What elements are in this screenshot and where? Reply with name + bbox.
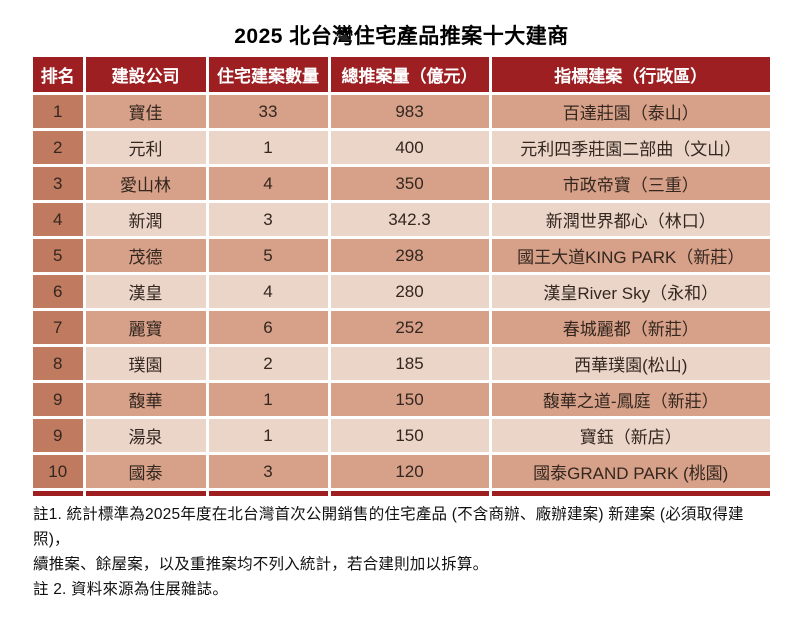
company-cell: 寶佳	[82, 92, 209, 131]
bottom-border-segment	[327, 488, 492, 496]
count-cell: 3	[205, 200, 331, 239]
volume-cell: 350	[327, 164, 492, 203]
rank-cell: 3	[33, 164, 86, 203]
bottom-border-segment	[205, 488, 331, 496]
bottom-border-segment	[33, 488, 86, 496]
volume-cell: 400	[327, 128, 492, 167]
page-title: 2025 北台灣住宅產品推案十大建商	[234, 25, 569, 48]
table-row: 10 國泰 3 120 國泰GRAND PARK (桃園)	[33, 452, 770, 491]
company-cell: 麗寶	[82, 308, 209, 347]
count-cell: 1	[205, 380, 331, 419]
volume-cell: 150	[327, 380, 492, 419]
footnote-line: 註 2. 資料來源為住展雜誌。	[33, 581, 229, 598]
volume-cell: 280	[327, 272, 492, 311]
rank-cell: 2	[33, 128, 86, 167]
rank-cell: 9	[33, 380, 86, 419]
count-cell: 5	[205, 236, 331, 275]
rank-cell: 6	[33, 272, 86, 311]
table-row: 5 茂德 5 298 國王大道KING PARK（新莊）	[33, 236, 770, 275]
volume-cell: 150	[327, 416, 492, 455]
volume-cell: 342.3	[327, 200, 492, 239]
count-cell: 33	[205, 92, 331, 131]
table-bottom-border	[33, 488, 770, 496]
company-cell: 璞園	[82, 344, 209, 383]
company-cell: 新潤	[82, 200, 209, 239]
project-cell: 國泰GRAND PARK (桃園)	[488, 452, 770, 491]
count-cell: 3	[205, 452, 331, 491]
rank-cell: 4	[33, 200, 86, 239]
volume-cell: 185	[327, 344, 492, 383]
company-cell: 馥華	[82, 380, 209, 419]
project-cell: 國王大道KING PARK（新莊）	[488, 236, 770, 275]
builders-table: 排名 建設公司 住宅建案數量 總推案量（億元） 指標建案（行政區） 1 寶佳 33 9…	[33, 57, 770, 496]
table-row: 8 璞園 2 185 西華璞園(松山)	[33, 344, 770, 383]
project-cell: 寶鈺（新店）	[488, 416, 770, 455]
company-cell: 元利	[82, 128, 209, 167]
project-cell: 市政帝寶（三重）	[488, 164, 770, 203]
project-cell: 元利四季莊園二部曲（文山）	[488, 128, 770, 167]
company-cell: 湯泉	[82, 416, 209, 455]
project-cell: 百達莊園（泰山）	[488, 92, 770, 131]
project-cell: 春城麗都（新莊）	[488, 308, 770, 347]
volume-cell: 298	[327, 236, 492, 275]
count-cell: 4	[205, 272, 331, 311]
table-graphic: 2025 北台灣住宅產品推案十大建商 排名 建設公司 住宅建案數量 總推案量（億…	[33, 24, 770, 602]
column-header-rank: 排名	[33, 57, 86, 95]
volume-cell: 252	[327, 308, 492, 347]
volume-cell: 983	[327, 92, 492, 131]
rank-cell: 9	[33, 416, 86, 455]
table-row: 9 馥華 1 150 馥華之道-鳳庭（新莊）	[33, 380, 770, 419]
rank-cell: 8	[33, 344, 86, 383]
table-row: 2 元利 1 400 元利四季莊園二部曲（文山）	[33, 128, 770, 167]
table-row: 1 寶佳 33 983 百達莊園（泰山）	[33, 92, 770, 131]
table-row: 4 新潤 3 342.3 新潤世界都心（林口）	[33, 200, 770, 239]
column-header-count: 住宅建案數量	[205, 57, 331, 95]
project-cell: 西華璞園(松山)	[488, 344, 770, 383]
rank-cell: 10	[33, 452, 86, 491]
project-cell: 馥華之道-鳳庭（新莊）	[488, 380, 770, 419]
count-cell: 6	[205, 308, 331, 347]
footnote-line: 續推案、餘屋案，以及重推案均不列入統計，若合建則加以拆算。	[33, 556, 489, 573]
bottom-border-segment	[488, 488, 770, 496]
project-cell: 漢皇River Sky（永和）	[488, 272, 770, 311]
company-cell: 愛山林	[82, 164, 209, 203]
project-cell: 新潤世界都心（林口）	[488, 200, 770, 239]
rank-cell: 5	[33, 236, 86, 275]
rank-cell: 7	[33, 308, 86, 347]
count-cell: 4	[205, 164, 331, 203]
table-row: 9 湯泉 1 150 寶鈺（新店）	[33, 416, 770, 455]
count-cell: 1	[205, 128, 331, 167]
header-row: 排名 建設公司 住宅建案數量 總推案量（億元） 指標建案（行政區）	[33, 57, 770, 95]
footnote-line: 註1. 統計標準為2025年度在北台灣首次公開銷售的住宅產品 (不含商辦、廠辦建…	[33, 506, 744, 548]
volume-cell: 120	[327, 452, 492, 491]
table-row: 3 愛山林 4 350 市政帝寶（三重）	[33, 164, 770, 203]
bottom-border-segment	[82, 488, 209, 496]
table-row: 7 麗寶 6 252 春城麗都（新莊）	[33, 308, 770, 347]
table-row: 6 漢皇 4 280 漢皇River Sky（永和）	[33, 272, 770, 311]
footnotes: 註1. 統計標準為2025年度在北台灣首次公開銷售的住宅產品 (不含商辦、廠辦建…	[33, 502, 770, 602]
company-cell: 漢皇	[82, 272, 209, 311]
column-header-project: 指標建案（行政區）	[488, 57, 770, 95]
count-cell: 1	[205, 416, 331, 455]
rank-cell: 1	[33, 92, 86, 131]
column-header-volume: 總推案量（億元）	[327, 57, 492, 95]
company-cell: 茂德	[82, 236, 209, 275]
column-header-company: 建設公司	[82, 57, 209, 95]
count-cell: 2	[205, 344, 331, 383]
company-cell: 國泰	[82, 452, 209, 491]
